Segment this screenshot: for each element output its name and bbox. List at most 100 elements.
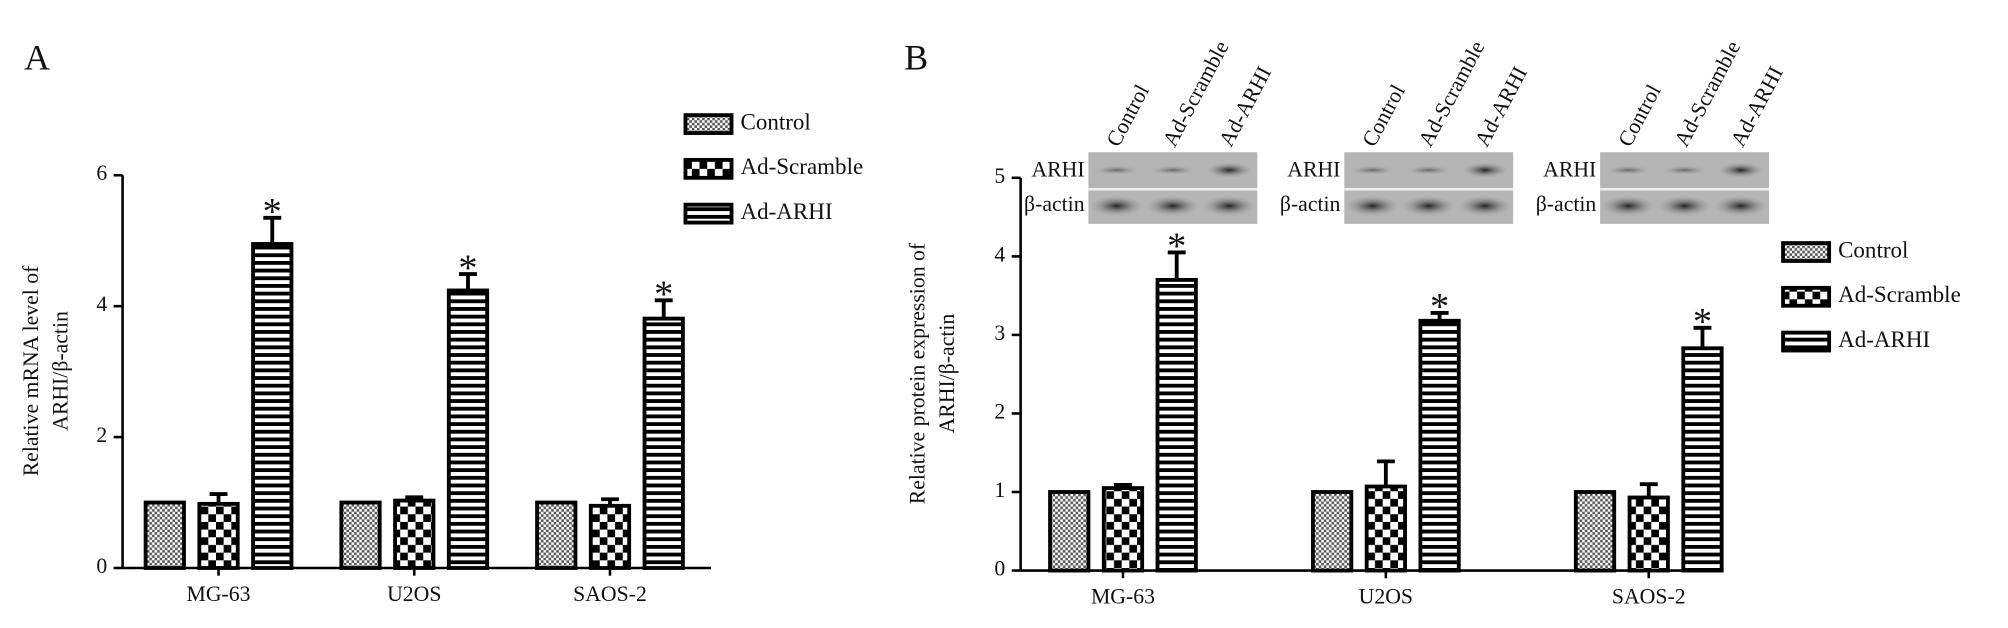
blot-row-label: β-actin	[1280, 192, 1341, 216]
significance-mark: *	[1430, 286, 1449, 328]
x-tick-label: SAOS-2	[573, 582, 647, 606]
significance-mark: *	[263, 191, 282, 233]
blot-band	[1601, 195, 1656, 217]
bar	[642, 316, 685, 570]
bar	[251, 242, 294, 570]
error-bar	[459, 272, 477, 291]
blot-band	[1093, 165, 1140, 175]
significance-mark: *	[1693, 301, 1712, 343]
blot-band	[1661, 165, 1708, 175]
blot-band	[1349, 165, 1396, 175]
error-bar	[263, 215, 282, 244]
error-bar	[1114, 483, 1132, 489]
x-tick-label: U2OS	[387, 582, 441, 606]
bar	[446, 288, 490, 570]
y-tick-label: 3	[994, 321, 1005, 345]
bar	[1573, 490, 1617, 573]
bar	[393, 498, 436, 570]
legend-swatch	[1781, 285, 1832, 308]
y-tick-label: 6	[96, 161, 107, 185]
x-tick-label: MG-63	[187, 582, 251, 606]
error-bar	[601, 497, 619, 506]
error-bar	[1167, 250, 1186, 280]
panel-label: B	[904, 38, 928, 78]
blot-band	[1149, 165, 1196, 175]
legend-label: Ad-ARHI	[1838, 326, 1930, 352]
bar	[1155, 278, 1198, 573]
blot-row-label: ARHI	[1287, 157, 1340, 181]
legend-swatch	[1781, 241, 1832, 263]
blot-row-label: β-actin	[1536, 192, 1597, 216]
y-tick-label: 4	[96, 292, 107, 316]
significance-mark: *	[654, 274, 673, 316]
legend-swatch	[683, 202, 734, 225]
legend-swatch	[683, 157, 734, 180]
x-tick-label: MG-63	[1091, 585, 1155, 609]
error-bar	[654, 298, 673, 319]
x-tick-label: SAOS-2	[1612, 585, 1686, 609]
bar	[535, 500, 578, 570]
blot-band	[1145, 195, 1200, 217]
y-tick-label: 0	[994, 557, 1005, 581]
error-bar	[209, 492, 228, 504]
y-tick-label: 2	[96, 423, 107, 447]
error-bar	[1430, 310, 1449, 321]
blot-band	[1461, 162, 1509, 178]
bar	[1681, 346, 1724, 573]
legend-label: Control	[740, 108, 810, 134]
legend-label: Control	[1838, 236, 1908, 262]
error-bar	[405, 495, 424, 501]
blot-band	[1206, 162, 1253, 178]
error-bar	[1693, 325, 1712, 349]
bar	[1101, 486, 1145, 573]
blot-band	[1657, 195, 1712, 217]
blot-band	[1089, 195, 1144, 217]
lane-label: Ad-ARHI	[1470, 62, 1532, 150]
legend-label: Ad-Scramble	[740, 153, 863, 179]
y-axis-label: ARHI/β-actin	[935, 314, 959, 434]
blot-band	[1717, 162, 1764, 178]
blot-band	[1713, 195, 1768, 217]
bar	[1311, 490, 1354, 573]
bar	[1364, 484, 1407, 573]
blot-row-label: ARHI	[1543, 157, 1596, 181]
bar	[197, 501, 240, 570]
blot-band	[1345, 195, 1400, 217]
blot-band	[1405, 165, 1452, 175]
panel-label: A	[24, 38, 50, 78]
bar	[588, 503, 632, 570]
blot-band	[1458, 195, 1512, 217]
legend-swatch	[1781, 330, 1832, 353]
significance-mark: *	[458, 247, 477, 289]
bar	[1048, 490, 1091, 573]
lane-label: Ad-ARHI	[1214, 62, 1276, 150]
significance-mark: *	[1167, 226, 1186, 268]
y-tick-label: 2	[994, 399, 1005, 423]
bar	[339, 500, 382, 570]
error-bar	[1639, 482, 1658, 498]
blot-band	[1605, 165, 1652, 175]
error-bar	[1376, 459, 1395, 487]
y-axis-label: ARHI/β-actin	[48, 311, 72, 431]
lane-label: Control	[1102, 81, 1154, 151]
y-tick-label: 1	[994, 478, 1005, 502]
bar	[1418, 318, 1461, 573]
lane-label: Ad-ARHI	[1726, 62, 1788, 150]
lane-label: Control	[1357, 81, 1409, 151]
y-tick-label: 5	[994, 164, 1005, 188]
y-axis-label: Relative protein expression of	[906, 242, 930, 504]
blot-band	[1401, 195, 1456, 217]
legend-label: Ad-Scramble	[1838, 281, 1961, 307]
y-tick-label: 4	[994, 242, 1005, 266]
y-tick-label: 0	[96, 554, 107, 578]
bar	[143, 500, 186, 570]
y-axis-label: Relative mRNA level of	[19, 265, 43, 476]
legend-label: Ad-ARHI	[740, 198, 832, 224]
bar	[1627, 495, 1670, 573]
lane-label: Control	[1613, 81, 1665, 151]
blot-row-label: β-actin	[1024, 192, 1085, 216]
legend-swatch	[683, 113, 734, 135]
x-tick-label: U2OS	[1359, 585, 1413, 609]
